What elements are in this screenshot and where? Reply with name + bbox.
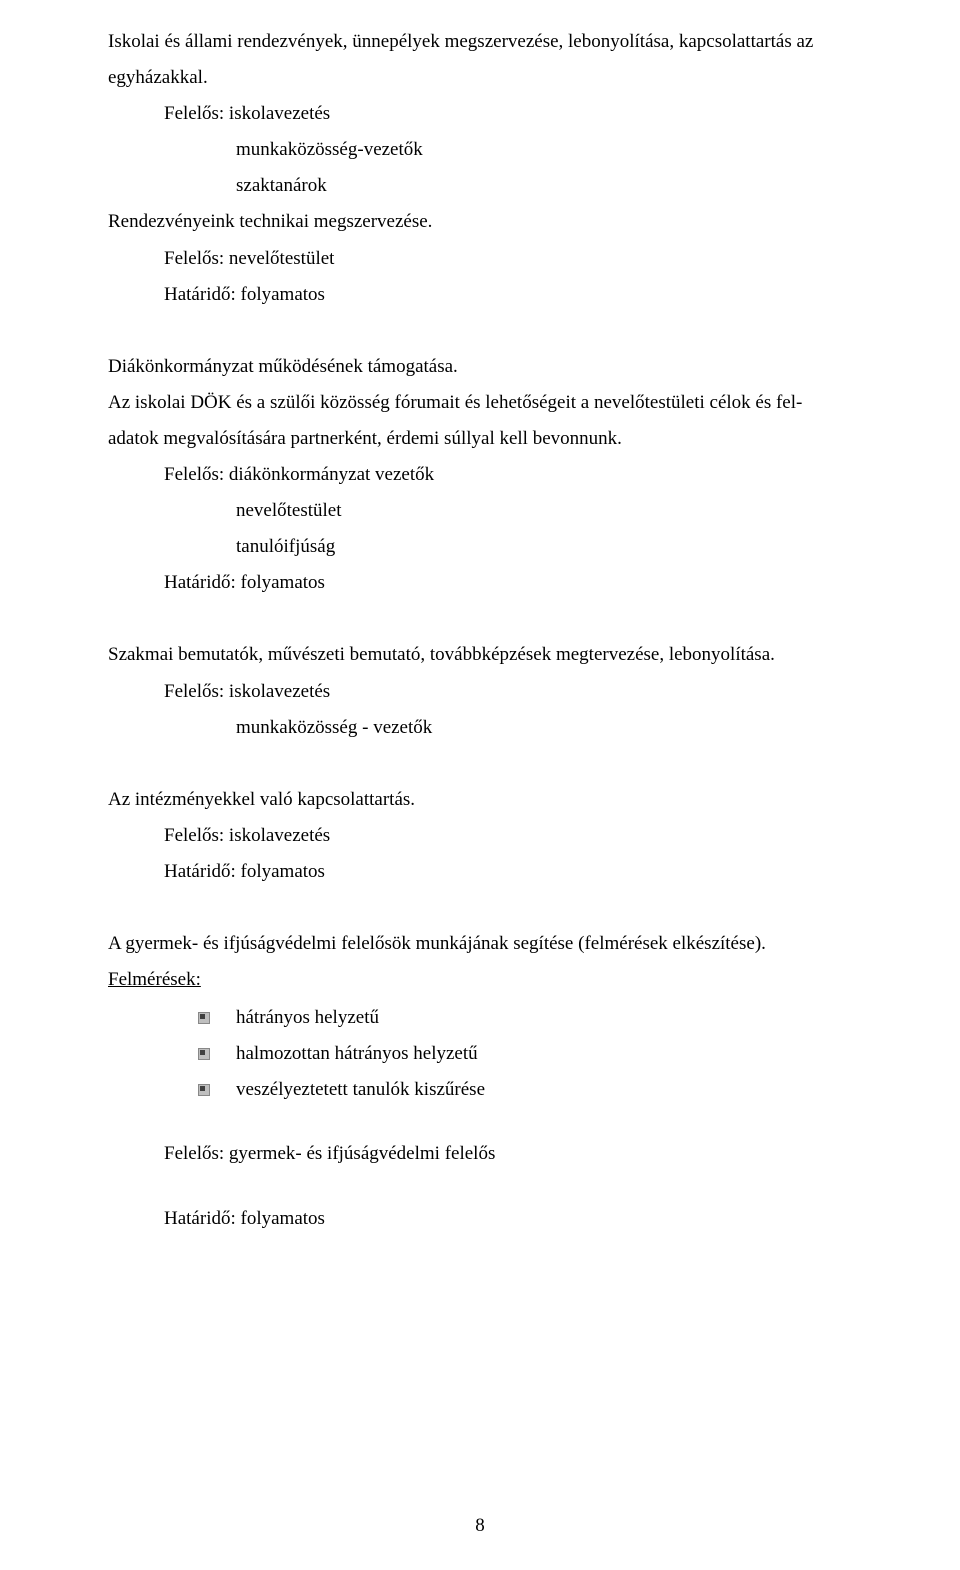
page-number: 8 <box>0 1508 960 1544</box>
document-page: Iskolai és állami rendezvények, ünnepély… <box>0 0 960 1570</box>
section3-l1: Szakmai bemutatók, művészeti bemutató, t… <box>108 637 852 673</box>
section3-sub1: munkaközösség - vezetők <box>108 710 852 746</box>
spacer <box>108 746 852 782</box>
spacer <box>108 1173 852 1201</box>
section1-deadline: Határidő: folyamatos <box>108 277 852 313</box>
section1-line2: Rendezvényeink technikai megszervezése. <box>108 204 852 240</box>
section2-deadline: Határidő: folyamatos <box>108 565 852 601</box>
section1-responsible: Felelős: iskolavezetés <box>108 96 852 132</box>
section5-l1: A gyermek- és ifjúságvédelmi felelősök m… <box>108 926 852 962</box>
bullet-list: hátrányos helyzetű halmozottan hátrányos… <box>108 1000 852 1108</box>
section5-responsible: Felelős: gyermek- és ifjúságvédelmi fele… <box>108 1136 852 1172</box>
section4-responsible: Felelős: iskolavezetés <box>108 818 852 854</box>
section5-heading: Felmérések: <box>108 962 852 998</box>
list-item: hátrányos helyzetű <box>198 1000 852 1036</box>
bullet-text: veszélyeztetett tanulók kiszűrése <box>236 1079 485 1100</box>
spacer <box>108 313 852 349</box>
section1-intro-l2: egyházakkal. <box>108 60 852 96</box>
spacer <box>108 1108 852 1136</box>
section5-heading-text: Felmérések: <box>108 969 201 990</box>
spacer <box>108 601 852 637</box>
section4-l1: Az intézményekkel való kapcsolattartás. <box>108 782 852 818</box>
section1-responsible2: Felelős: nevelőtestület <box>108 241 852 277</box>
section2-l2: Az iskolai DÖK és a szülői közösség fóru… <box>108 385 852 421</box>
section5-deadline: Határidő: folyamatos <box>108 1201 852 1237</box>
spacer <box>108 890 852 926</box>
section1-intro-l1: Iskolai és állami rendezvények, ünnepély… <box>108 24 852 60</box>
section2-sub1: nevelőtestület <box>108 493 852 529</box>
section4-deadline: Határidő: folyamatos <box>108 854 852 890</box>
list-item: veszélyeztetett tanulók kiszűrése <box>198 1072 852 1108</box>
section2-l3: adatok megvalósítására partnerként, érde… <box>108 421 852 457</box>
section1-sub1: munkaközösség-vezetők <box>108 132 852 168</box>
bullet-text: halmozottan hátrányos helyzetű <box>236 1043 478 1064</box>
section3-responsible: Felelős: iskolavezetés <box>108 674 852 710</box>
list-item: halmozottan hátrányos helyzetű <box>198 1036 852 1072</box>
section1-sub2: szaktanárok <box>108 168 852 204</box>
section2-l1: Diákönkormányzat működésének támogatása. <box>108 349 852 385</box>
bullet-text: hátrányos helyzetű <box>236 1007 379 1028</box>
section2-responsible: Felelős: diákönkormányzat vezetők <box>108 457 852 493</box>
section2-sub2: tanulóifjúság <box>108 529 852 565</box>
